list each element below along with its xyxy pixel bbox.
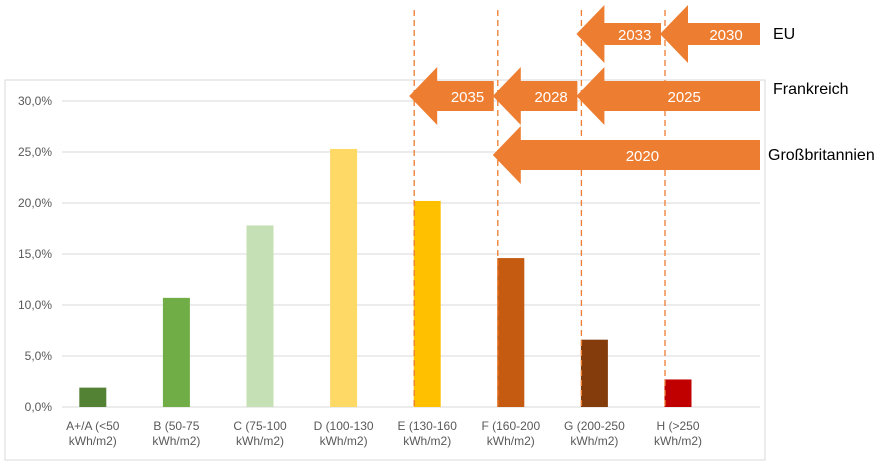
- x-tick-label: kWh/m2): [487, 434, 535, 448]
- deadline-arrow: [576, 5, 661, 63]
- deadline-arrow: [492, 126, 760, 184]
- deadline-arrow: [576, 67, 760, 125]
- deadline-year-label: 2035: [451, 89, 484, 106]
- deadline-year-label: 2025: [668, 89, 701, 106]
- deadline-year-label: 2028: [534, 89, 567, 106]
- bar: [497, 258, 525, 407]
- x-tick-label: A+/A (<50: [66, 419, 120, 433]
- y-tick-label: 0,0%: [25, 400, 53, 414]
- bar: [79, 387, 107, 407]
- deadline-year-label: 2030: [709, 27, 742, 44]
- x-tick-label: D (100-130: [314, 419, 374, 433]
- x-tick-label: E (130-160: [398, 419, 458, 433]
- chart-frame: [4, 79, 766, 461]
- x-tick-label: kWh/m2): [570, 434, 618, 448]
- bar: [413, 200, 441, 407]
- deadline-arrow: [660, 5, 760, 63]
- deadline-arrow: [409, 67, 494, 125]
- x-tick-label: kWh/m2): [403, 434, 451, 448]
- x-tick-label: kWh/m2): [236, 434, 284, 448]
- x-tick-label: kWh/m2): [69, 434, 117, 448]
- y-tick-label: 20,0%: [18, 196, 52, 210]
- country-label: Frankreich: [773, 81, 849, 98]
- y-tick-label: 30,0%: [18, 94, 52, 108]
- x-tick-label: kWh/m2): [152, 434, 200, 448]
- deadline-arrow: [492, 67, 578, 125]
- bar: [330, 148, 358, 407]
- bar: [580, 339, 608, 407]
- x-tick-label: kWh/m2): [654, 434, 702, 448]
- y-tick-label: 15,0%: [18, 247, 52, 261]
- country-label: Großbritannien: [768, 147, 875, 164]
- bar: [162, 297, 190, 407]
- x-tick-label: kWh/m2): [320, 434, 368, 448]
- deadline-year-label: 2020: [626, 148, 659, 165]
- x-tick-label: C (75-100: [233, 419, 287, 433]
- bar: [246, 225, 274, 407]
- deadline-year-label: 2033: [618, 27, 651, 44]
- y-tick-label: 5,0%: [25, 349, 53, 363]
- country-label: EU: [773, 26, 795, 43]
- bar: [664, 379, 692, 407]
- x-tick-label: H (>250: [656, 419, 699, 433]
- y-tick-label: 25,0%: [18, 145, 52, 159]
- x-tick-label: F (160-200: [481, 419, 540, 433]
- x-tick-label: G (200-250: [564, 419, 625, 433]
- y-tick-label: 10,0%: [18, 298, 52, 312]
- x-tick-label: B (50-75: [153, 419, 199, 433]
